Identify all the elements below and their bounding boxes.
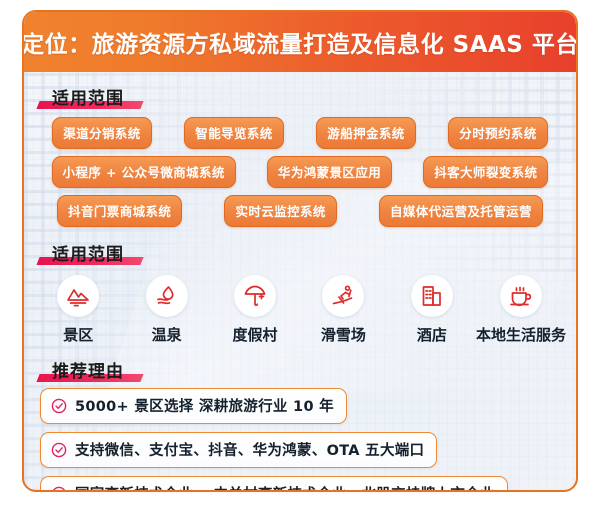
tag-item[interactable]: 华为鸿蒙景区应用 (266, 156, 393, 188)
section-heading-reasons-label: 推荐理由 (52, 362, 124, 382)
tag-row: 渠道分销系统 智能导览系统 游船押金系统 分时预约系统 (24, 117, 576, 149)
reason-text: 5000+ 景区选择 深耕旅游行业 10 年 (75, 399, 334, 415)
page-title: 定位：旅游资源方私域流量打造及信息化 SAAS 平台 (22, 32, 578, 58)
industry-label: 酒店 (416, 326, 447, 344)
check-circle-icon (51, 486, 67, 490)
hot-spring-icon (145, 275, 188, 317)
tag-item[interactable]: 抖音门票商城系统 (57, 195, 183, 227)
section-heading-scope-label: 适用范围 (52, 89, 124, 109)
check-circle-icon (51, 398, 67, 414)
reason-list: 5000+ 景区选择 深耕旅游行业 10 年 支持微信、支付宝、抖音、华为鸿蒙、… (24, 384, 576, 490)
section-heading-industries: 适用范围 (36, 236, 144, 267)
industry-item-hotspring[interactable]: 温泉 (122, 275, 210, 345)
tag-row: 抖音门票商城系统 实时云监控系统 自媒体代运营及托管运营 (24, 195, 576, 227)
industry-item-resort[interactable]: 度假村 (211, 275, 299, 345)
industry-item-local-life[interactable]: 本地生活服务 (476, 275, 566, 345)
tag-item[interactable]: 渠道分销系统 (52, 117, 152, 149)
industry-label: 度假村 (232, 326, 278, 344)
section-heading-industries-label: 适用范围 (52, 245, 124, 265)
check-circle-icon (51, 442, 67, 458)
section-heading-reasons: 推荐理由 (36, 353, 144, 384)
tag-item[interactable]: 游船押金系统 (316, 117, 416, 149)
industry-label: 景区 (63, 326, 94, 344)
coffee-cup-icon (500, 275, 543, 317)
tag-item[interactable]: 抖客大师裂变系统 (423, 156, 549, 188)
reason-item[interactable]: 支持微信、支付宝、抖音、华为鸿蒙、OTA 五大端口 (40, 432, 438, 468)
reason-item[interactable]: 国家高新技术企业 、中关村高新技术企业、北股交挂牌上市企业 (40, 476, 508, 490)
industry-icon-row: 景区 温泉 (24, 267, 576, 345)
industry-label: 本地生活服务 (476, 326, 567, 344)
tag-item[interactable]: 小程序 + 公众号微商城系统 (51, 156, 236, 188)
industry-label: 滑雪场 (320, 326, 366, 344)
tag-item[interactable]: 分时预约系统 (448, 117, 548, 149)
industry-item-ski[interactable]: 滑雪场 (299, 275, 387, 345)
scope-tag-list: 渠道分销系统 智能导览系统 游船押金系统 分时预约系统 小程序 + 公众号微商城… (24, 117, 576, 227)
skier-icon (322, 275, 365, 317)
tag-row: 小程序 + 公众号微商城系统 华为鸿蒙景区应用 抖客大师裂变系统 (24, 156, 576, 188)
section-heading-scope: 适用范围 (36, 80, 144, 111)
reason-text: 国家高新技术企业 、中关村高新技术企业、北股交挂牌上市企业 (75, 483, 495, 490)
tag-item[interactable]: 实时云监控系统 (224, 195, 337, 227)
poster-content: 适用范围 渠道分销系统 智能导览系统 游船押金系统 分时预约系统 小程序 + 公… (24, 72, 576, 490)
tag-item[interactable]: 智能导览系统 (184, 117, 284, 149)
industry-label: 温泉 (151, 326, 182, 344)
parasol-icon (234, 275, 277, 317)
industry-item-hotel[interactable]: 酒店 (388, 275, 476, 345)
industry-item-scenic[interactable]: 景区 (34, 275, 122, 345)
mountain-icon (57, 275, 100, 317)
tag-item[interactable]: 自媒体代运营及托管运营 (378, 195, 543, 227)
building-icon (410, 275, 453, 317)
reason-item[interactable]: 5000+ 景区选择 深耕旅游行业 10 年 (40, 388, 347, 424)
poster-card: 定位：旅游资源方私域流量打造及信息化 SAAS 平台 适用范围 渠道分销系统 智… (22, 10, 578, 492)
header-banner: 定位：旅游资源方私域流量打造及信息化 SAAS 平台 (24, 12, 576, 72)
reason-text: 支持微信、支付宝、抖音、华为鸿蒙、OTA 五大端口 (75, 443, 425, 459)
